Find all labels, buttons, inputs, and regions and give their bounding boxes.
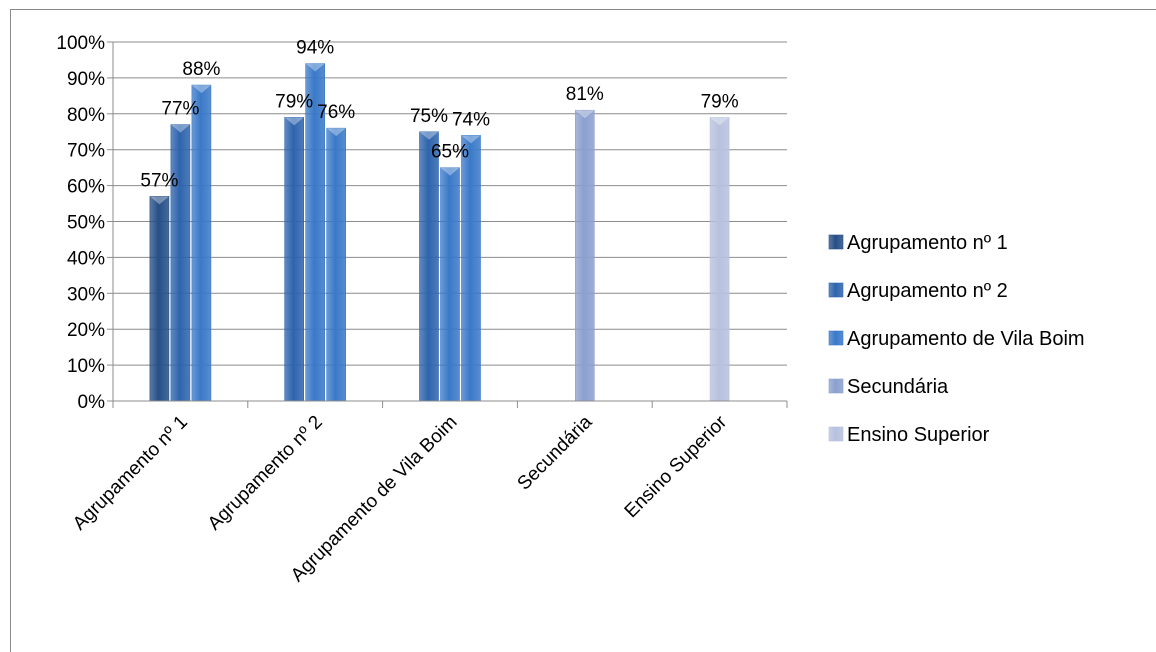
- bar: [149, 196, 170, 402]
- y-tick-label: 50%: [67, 213, 105, 234]
- legend-item: Agrupamento nº 2: [828, 280, 1008, 302]
- x-category-label: Agrupamento nº 1: [69, 412, 192, 535]
- legend-swatch: [828, 234, 844, 250]
- x-category-label: Ensino Superior: [621, 411, 732, 522]
- legend-item: Ensino Superior: [828, 424, 990, 446]
- data-label: 79%: [701, 91, 739, 112]
- bars: [149, 63, 730, 402]
- x-axis: Agrupamento nº 1 Agrupamento nº 2Agrupame…: [69, 400, 788, 586]
- y-tick-label: 80%: [67, 105, 105, 126]
- y-tick-label: 10%: [67, 356, 105, 377]
- bar-cap: [440, 167, 460, 176]
- bar-cap: [710, 117, 730, 126]
- bar: [461, 135, 481, 402]
- y-tick-label: 0%: [78, 392, 106, 413]
- legend-label: Agrupamento nº 2: [847, 280, 1008, 302]
- legend-label: Ensino Superior: [847, 424, 990, 446]
- y-axis-ticks: 0% 10% 20% 30% 40% 50% 60% 70% 80% 90% 100%: [56, 33, 114, 413]
- legend-item: Secundária: [828, 376, 949, 398]
- bar-cap: [305, 63, 325, 72]
- legend-swatch: [828, 378, 844, 394]
- data-label: 77%: [161, 99, 199, 120]
- legend-label: Secundária: [847, 376, 949, 398]
- data-label: 79%: [275, 91, 313, 112]
- y-tick-label: 20%: [67, 320, 105, 341]
- data-label: 57%: [140, 170, 178, 191]
- y-tick-label: 60%: [67, 177, 105, 198]
- y-tick-label: 30%: [67, 284, 105, 305]
- legend-label: Agrupamento nº 1: [847, 232, 1008, 254]
- bar: [326, 127, 347, 402]
- y-tick-label: 90%: [67, 69, 105, 90]
- legend-swatch: [828, 282, 844, 298]
- bar-cap: [191, 85, 211, 94]
- legend-label: Agrupamento de Vila Boim: [847, 328, 1085, 350]
- bar-cap: [284, 117, 304, 126]
- bar: [709, 117, 730, 402]
- y-tick-label: 70%: [67, 141, 105, 162]
- bar-cap: [149, 196, 169, 205]
- bar-cap: [461, 135, 481, 144]
- data-labels: 57% 77% 88% 79% 94% 76% 75% 65% 74% 81% 79%: [140, 38, 738, 192]
- legend-swatch: [828, 330, 844, 346]
- y-tick-label: 40%: [67, 248, 105, 269]
- bar-cap: [575, 110, 595, 119]
- bar-cap: [170, 124, 190, 133]
- bar: [440, 167, 460, 402]
- legend: Agrupamento nº 1 Agrupamento nº 2 Agrupame…: [828, 232, 1085, 446]
- data-label: 75%: [410, 106, 448, 127]
- data-label: 81%: [566, 84, 604, 105]
- y-tick-label: 100%: [56, 33, 105, 54]
- data-label: 65%: [431, 142, 469, 163]
- legend-item: Agrupamento de Vila Boim: [828, 328, 1085, 350]
- bar: [284, 117, 305, 402]
- legend-swatch: [828, 426, 844, 442]
- bar: [170, 124, 191, 402]
- bar-cap: [419, 131, 439, 140]
- legend-item: Agrupamento nº 1: [828, 232, 1008, 254]
- x-category-label: Secundária: [514, 411, 597, 494]
- bar: [419, 131, 439, 402]
- data-label: 94%: [296, 38, 334, 59]
- bar-cap: [326, 128, 346, 137]
- bar: [574, 109, 595, 402]
- data-label: 76%: [317, 102, 355, 123]
- data-label: 74%: [452, 109, 490, 130]
- x-category-label: Agrupamento nº 2: [204, 412, 327, 535]
- bar: [191, 84, 212, 402]
- data-label: 88%: [182, 59, 220, 80]
